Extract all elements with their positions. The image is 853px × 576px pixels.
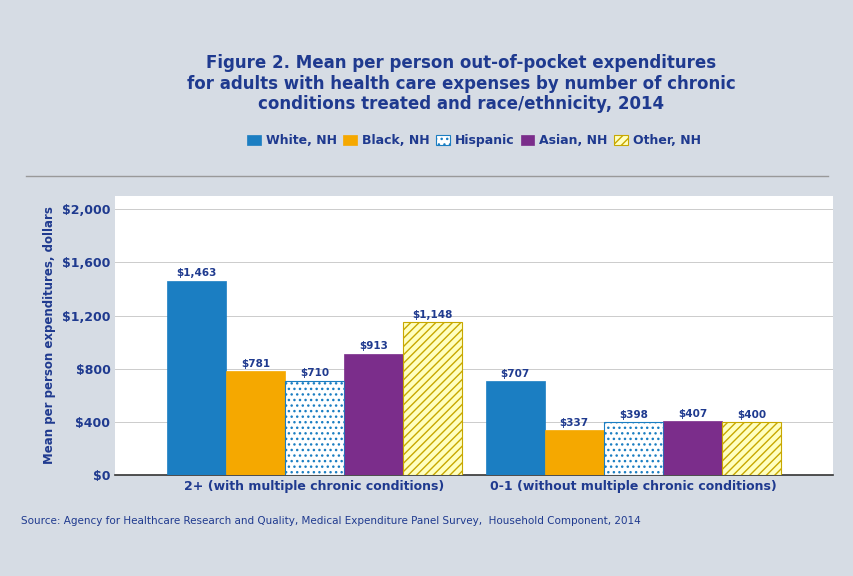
- Bar: [225, 372, 285, 475]
- Text: $407: $407: [677, 408, 706, 419]
- Bar: [403, 323, 461, 475]
- Bar: [285, 381, 344, 475]
- Text: $400: $400: [736, 410, 765, 419]
- Text: Source: Agency for Healthcare Research and Quality, Medical Expenditure Panel Su: Source: Agency for Healthcare Research a…: [21, 516, 641, 526]
- Bar: [603, 422, 662, 475]
- Bar: [166, 281, 225, 475]
- Text: $337: $337: [559, 418, 588, 428]
- Bar: [662, 421, 722, 475]
- Bar: [603, 422, 662, 475]
- Bar: [344, 354, 403, 475]
- Bar: [285, 381, 344, 475]
- Bar: [485, 381, 544, 475]
- Bar: [722, 422, 780, 475]
- Y-axis label: Mean per person expenditures, dollars: Mean per person expenditures, dollars: [44, 207, 56, 464]
- Text: $398: $398: [618, 410, 647, 420]
- Text: Figure 2. Mean per person out-of-pocket expenditures
for adults with health care: Figure 2. Mean per person out-of-pocket …: [187, 54, 734, 113]
- Bar: [544, 430, 603, 475]
- Text: $710: $710: [299, 369, 328, 378]
- Text: $707: $707: [500, 369, 529, 379]
- Text: $1,148: $1,148: [412, 310, 452, 320]
- Legend: White, NH, Black, NH, Hispanic, Asian, NH, Other, NH: White, NH, Black, NH, Hispanic, Asian, N…: [242, 130, 705, 153]
- Text: $913: $913: [359, 342, 387, 351]
- Text: $1,463: $1,463: [176, 268, 216, 278]
- Text: $781: $781: [241, 359, 270, 369]
